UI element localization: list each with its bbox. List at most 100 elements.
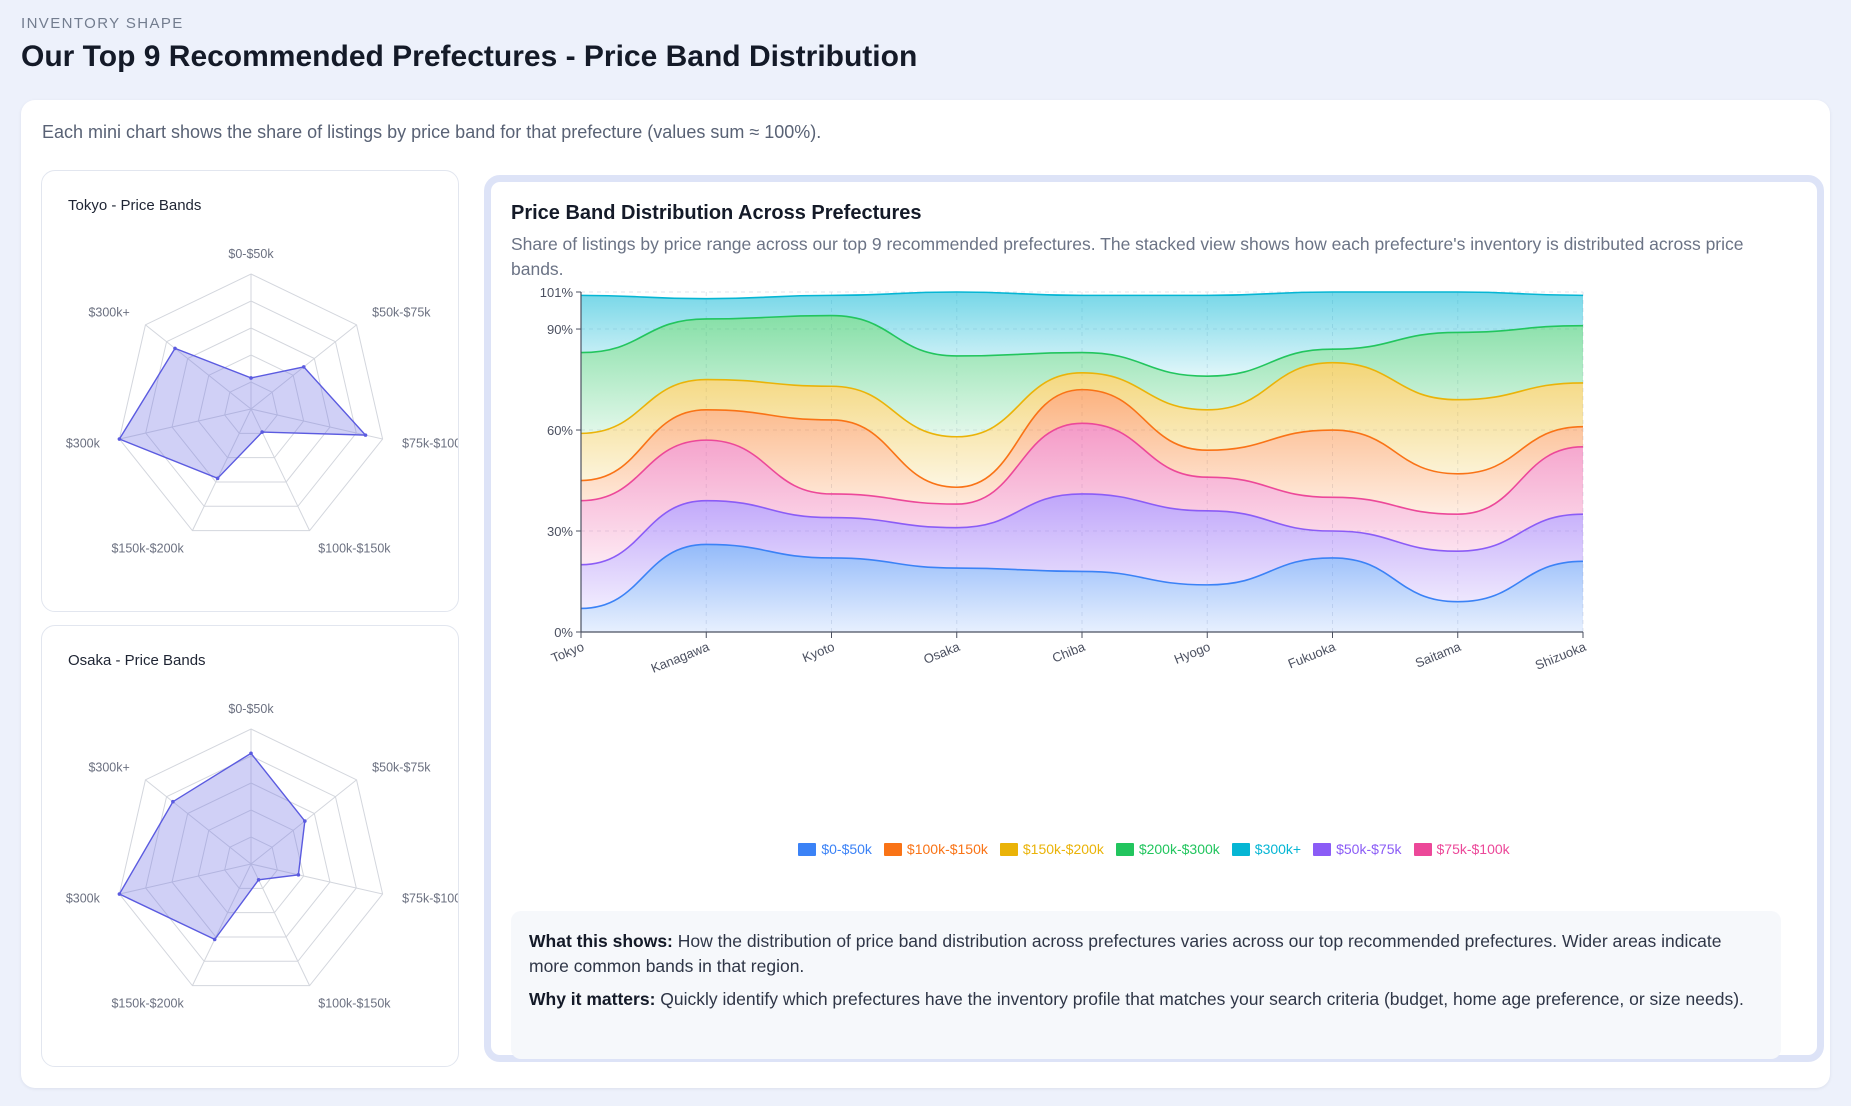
chart-subtitle: Share of listings by price range across … (511, 234, 1744, 279)
legend-label: $0-$50k (821, 841, 872, 857)
radar-point (256, 878, 261, 882)
y-tick-label: 30% (547, 524, 573, 539)
info-box: What this shows: How the distribution of… (511, 911, 1781, 1059)
legend-label: $150k-$200k (1022, 841, 1104, 857)
radar-grid-ring (171, 782, 331, 938)
radar-point (117, 437, 122, 441)
area-series-$0-$50k (581, 544, 1583, 632)
info-what-label: What this shows: (529, 931, 673, 951)
radar-axis-label: $75k-$100k (402, 436, 459, 450)
legend-swatch (1413, 842, 1432, 856)
legend-item[interactable]: $75k-$100k (1413, 841, 1510, 857)
radar-grid-ring (197, 809, 305, 914)
legend-swatch (798, 842, 817, 856)
chart-legend: $0-$50k $100k-$150k $150k-$200k $200k-$300k… (491, 841, 1817, 857)
area-series-$200k-$300k (581, 315, 1583, 437)
legend-item[interactable]: $300k+ (1231, 841, 1301, 857)
radar-spoke (191, 408, 252, 531)
radar-chart-tokyo: $0-$50k $50k-$75k $75k-$100k $100k-$150k $15… (66, 247, 459, 556)
area-line-$300k+ (580, 291, 1584, 300)
legend-item[interactable]: $50k-$75k (1313, 841, 1402, 857)
x-tick-label: Osaka (921, 639, 962, 667)
x-tick-label: Saitama (1413, 639, 1464, 671)
radar-value-area (118, 347, 368, 480)
radar-grid-ring (145, 300, 357, 507)
radar-spoke (250, 863, 311, 986)
y-tick-label: 60% (547, 423, 573, 438)
radar-point (363, 433, 368, 437)
radar-value-area (118, 752, 306, 941)
legend-swatch (1115, 842, 1134, 856)
radar-point (260, 430, 264, 434)
area-line-$0-$50k (580, 543, 1584, 610)
radar-point (249, 751, 253, 756)
area-line-$150k-$200k (580, 361, 1584, 438)
legend-item[interactable]: $100k-$150k (883, 841, 988, 857)
radar-spoke (191, 863, 252, 986)
area-line-$100k-$150k (580, 388, 1584, 489)
info-why: Why it matters: Quickly identify which p… (529, 987, 1763, 1012)
radar-point (173, 346, 177, 351)
radar-spoke (119, 408, 252, 440)
radar-point (301, 365, 306, 369)
y-tick-label: 0% (554, 625, 573, 640)
radar-point (171, 799, 175, 804)
x-tick-label: Shizuoka (1533, 639, 1589, 673)
radar-axis-label: $75k-$100k (402, 891, 459, 905)
x-tick-label: Tokyo (549, 639, 586, 666)
stacked-area-chart: 0% 30% 60% 90% 101% Tokyo Kanagawa Kyoto Osaka Ch… (540, 285, 1589, 676)
radar-axis-label: $300k+ (88, 305, 129, 319)
x-tick-label: Fukuoka (1286, 639, 1339, 672)
radar-axis-label: $100k-$150k (318, 542, 391, 556)
legend-item[interactable]: $0-$50k (798, 841, 872, 857)
radar-point (215, 476, 220, 481)
main-chart-panel: Price Band Distribution Across Prefectur… (484, 175, 1824, 1062)
area-line-$50k-$75k (580, 493, 1584, 566)
y-tick-label: 101% (540, 285, 574, 300)
area-series-$150k-$200k (581, 362, 1583, 488)
radar-grid-ring (197, 354, 305, 459)
radar-grid-ring (118, 273, 384, 532)
x-tick-label: Kyoto (800, 639, 836, 665)
mini-chart-card-osaka: Osaka - Price Bands $0-$50k $50k-$75k $75k… (41, 625, 459, 1067)
radar-axis-label: $150k-$200k (111, 997, 184, 1011)
radar-axis-label: $0-$50k (228, 247, 274, 261)
legend-swatch (1231, 842, 1250, 856)
radar-axis-label: $300k (66, 436, 101, 450)
info-why-label: Why it matters: (529, 989, 656, 1009)
radar-grid-ring (224, 836, 278, 889)
area-series-$50k-$75k (581, 493, 1583, 609)
page-title: Our Top 9 Recommended Prefectures - Pric… (21, 40, 918, 73)
radar-point (249, 376, 253, 380)
radar-grid-ring (118, 728, 384, 987)
area-line-$200k-$300k (580, 314, 1584, 377)
mini-chart-title: Tokyo - Price Bands (68, 197, 202, 214)
area-series-$100k-$150k (581, 389, 1583, 515)
legend-label: $75k-$100k (1436, 841, 1510, 857)
chart-title: Price Band Distribution Across Prefectur… (511, 202, 922, 224)
radar-spoke (145, 324, 252, 410)
legend-swatch (883, 842, 902, 856)
radar-grid-ring (224, 381, 278, 434)
legend-label: $200k-$300k (1138, 841, 1220, 857)
radar-spoke (145, 779, 252, 865)
legend-item[interactable]: $150k-$200k (999, 841, 1104, 857)
legend-label: $50k-$75k (1336, 841, 1402, 857)
radar-grid-ring (171, 327, 331, 483)
radar-axis-label: $0-$50k (228, 702, 274, 716)
legend-item[interactable]: $200k-$300k (1115, 841, 1220, 857)
radar-point (212, 937, 217, 942)
radar-chart-osaka: $0-$50k $50k-$75k $75k-$100k $100k-$150k $15… (66, 702, 459, 1011)
area-series-$300k+ (581, 292, 1583, 377)
radar-axis-label: $50k-$75k (372, 760, 431, 774)
radar-point (303, 819, 307, 823)
area-line-$75k-$100k (580, 422, 1584, 515)
intro-note: Each mini chart shows the share of listi… (42, 122, 822, 142)
x-tick-label: Kanagawa (649, 639, 712, 676)
y-tick-label: 90% (547, 322, 573, 337)
radar-spoke (250, 863, 383, 895)
info-what-text: How the distribution of price band distr… (529, 931, 1722, 976)
mini-chart-title: Osaka - Price Bands (68, 652, 206, 669)
radar-axis-label: $150k-$200k (111, 542, 184, 556)
